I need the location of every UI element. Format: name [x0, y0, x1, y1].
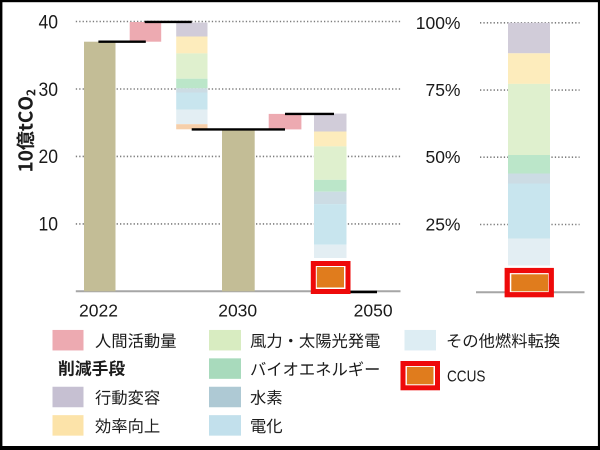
svg-text:20: 20 — [39, 147, 59, 168]
svg-text:2050: 2050 — [354, 300, 393, 320]
svg-text:10: 10 — [39, 215, 59, 236]
svg-text:40: 40 — [39, 12, 59, 33]
svg-text:75%: 75% — [425, 80, 460, 100]
svg-text:100%: 100% — [416, 13, 461, 33]
svg-text:30: 30 — [39, 80, 59, 101]
svg-text:25%: 25% — [425, 215, 460, 235]
svg-text:2030: 2030 — [218, 300, 257, 320]
svg-text:50%: 50% — [425, 147, 460, 167]
svg-text:CCUS: CCUS — [447, 369, 486, 386]
svg-text:2022: 2022 — [79, 300, 118, 320]
